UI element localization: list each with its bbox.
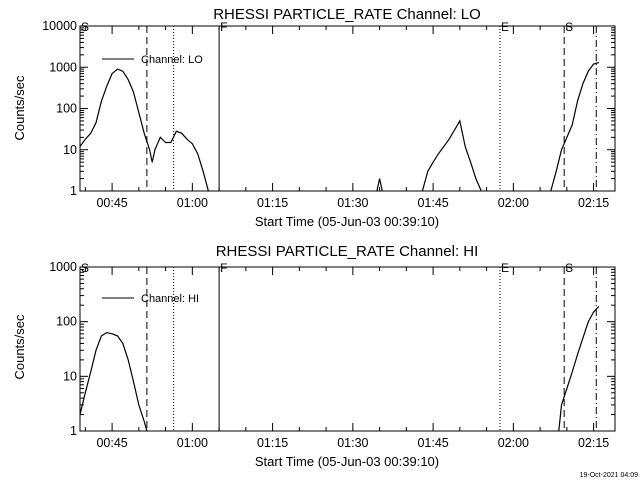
x-tick-label: 00:45 xyxy=(96,196,127,210)
series-line-segment xyxy=(421,119,482,192)
x-tick-label: 02:15 xyxy=(578,436,609,450)
hi-y-axis-label: Counts/sec xyxy=(12,314,27,380)
event-marker-label: S xyxy=(565,20,573,34)
y-tick-label: 10 xyxy=(63,143,77,157)
plot-frame xyxy=(79,266,616,432)
y-tick-label: 100 xyxy=(56,315,77,329)
x-tick-label: 02:00 xyxy=(498,196,529,210)
x-tick-label: 01:00 xyxy=(177,436,208,450)
hi-plot-title: RHESSI PARTICLE_RATE Channel: HI xyxy=(216,243,479,260)
lo-legend-label: Channel: LO xyxy=(141,54,203,66)
event-marker-label: S xyxy=(565,261,573,275)
event-marker-label: S xyxy=(81,20,89,34)
series-line-segment xyxy=(376,178,383,192)
lo-x-axis-label: Start Time (05-Jun-03 00:39:10) xyxy=(255,214,439,229)
x-tick-label: 01:45 xyxy=(417,436,448,450)
lo-y-axis-label: Counts/sec xyxy=(12,75,27,141)
y-tick-label: 10 xyxy=(63,369,77,383)
x-tick-label: 01:30 xyxy=(337,436,368,450)
event-marker-label: F xyxy=(220,20,227,34)
x-tick-label: 01:00 xyxy=(177,196,208,210)
lo-axis-ticks: 00:45 01:00 01:15 01:30 01:45 02:00 02:15 1 10 10… xyxy=(42,19,615,210)
series-line-segment xyxy=(79,68,209,192)
event-marker-label: F xyxy=(220,261,227,275)
y-tick-label: 1 xyxy=(70,424,77,438)
y-tick-label: 1000 xyxy=(49,60,77,74)
y-tick-label: 1 xyxy=(70,184,77,198)
footer-timestamp: 19-Oct-2021 04:09 xyxy=(580,472,638,479)
y-tick-label: 1000 xyxy=(49,260,77,274)
event-marker-label: S xyxy=(81,261,89,275)
series-line-segment xyxy=(558,305,600,432)
series-line-segment xyxy=(79,331,148,432)
lo-channel-plot: RHESSI PARTICLE_RATE Channel: LO Start T… xyxy=(12,6,616,229)
x-tick-label: 02:00 xyxy=(498,436,529,450)
hi-x-axis-label: Start Time (05-Jun-03 00:39:10) xyxy=(255,454,439,469)
x-tick-label: 01:45 xyxy=(417,196,448,210)
event-marker-label: E xyxy=(501,20,509,34)
hi-data-curve xyxy=(79,305,600,432)
lo-plot-title: RHESSI PARTICLE_RATE Channel: LO xyxy=(213,6,481,23)
hi-legend-label: Channel: HI xyxy=(141,293,199,305)
x-tick-label: 01:15 xyxy=(257,436,288,450)
y-tick-label: 100 xyxy=(56,102,77,116)
x-tick-label: 00:45 xyxy=(96,436,127,450)
x-tick-label: 01:15 xyxy=(257,196,288,210)
hi-channel-plot: RHESSI PARTICLE_RATE Channel: HI Start T… xyxy=(12,243,616,469)
lo-data-curve xyxy=(79,61,600,192)
y-tick-label: 10000 xyxy=(42,19,77,33)
x-tick-label: 01:30 xyxy=(337,196,368,210)
event-marker-label: E xyxy=(501,261,509,275)
hi-axis-ticks: 00:45 01:00 01:15 01:30 01:45 02:00 02:15 1 10 10… xyxy=(49,260,615,450)
plot-frame xyxy=(79,25,616,192)
series-line-segment xyxy=(550,61,600,192)
x-tick-label: 02:15 xyxy=(578,196,609,210)
